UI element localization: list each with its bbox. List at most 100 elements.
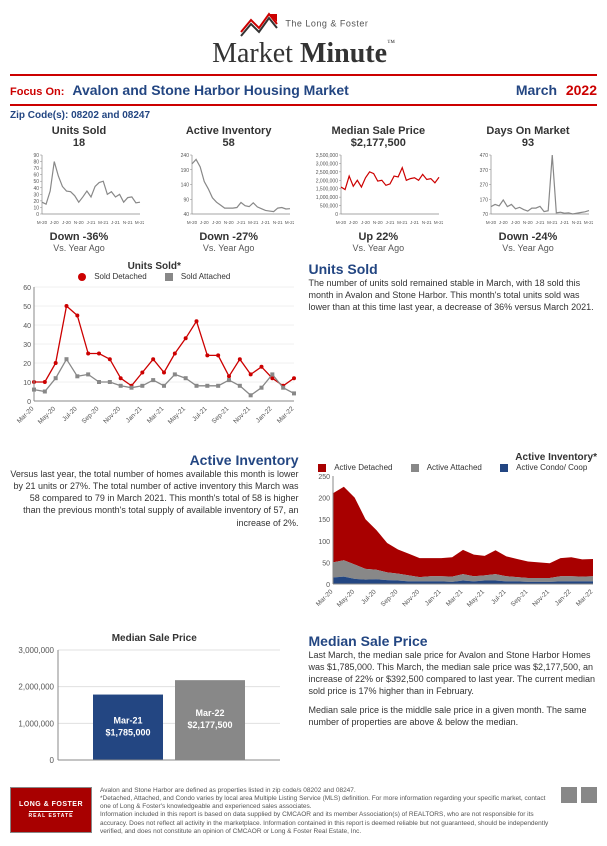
svg-text:2,000,000: 2,000,000 <box>18 683 54 692</box>
svg-text:1,000,000: 1,000,000 <box>316 195 338 201</box>
zip-codes: Zip Code(s): 08202 and 08247 <box>10 110 597 121</box>
svg-text:Jul-20: Jul-20 <box>360 588 378 606</box>
kpi-value: 93 <box>459 137 597 149</box>
section-units-sold: Units Sold* Sold Detached Sold Attached … <box>10 261 597 444</box>
kpi-title: Days On Market <box>459 125 597 137</box>
focus-month: March <box>516 82 557 98</box>
svg-text:M-21: M-21 <box>98 220 109 225</box>
chart-title: Active Inventory* <box>309 452 598 463</box>
svg-text:M-20: M-20 <box>336 220 347 225</box>
spark-units-sold: 0102030405060708090M-20J-20J-20N-20J-21M… <box>14 151 144 226</box>
kpi-title: Units Sold <box>10 125 148 137</box>
kpi-inventory: Active Inventory 58 4090140190240M-20J-2… <box>160 125 298 253</box>
svg-text:Sep-20: Sep-20 <box>379 588 399 608</box>
svg-text:J-20: J-20 <box>200 220 209 225</box>
section-median: Median Sale Price 01,000,0002,000,0003,0… <box>10 633 597 777</box>
median-text-col: Median Sale Price Last March, the median… <box>309 633 598 777</box>
svg-text:50: 50 <box>322 560 330 567</box>
divider-bottom <box>10 104 597 106</box>
svg-text:M-22: M-22 <box>584 220 593 225</box>
units-sold-chart-col: Units Sold* Sold Detached Sold Attached … <box>10 261 299 444</box>
svg-text:M-21: M-21 <box>397 220 408 225</box>
svg-text:J-20: J-20 <box>361 220 370 225</box>
svg-text:J-21: J-21 <box>236 220 245 225</box>
svg-text:N-20: N-20 <box>224 220 234 225</box>
brand-topline: The Long & Foster <box>285 19 368 29</box>
svg-text:250: 250 <box>318 474 330 481</box>
svg-text:1,500,000: 1,500,000 <box>316 187 338 193</box>
svg-text:80: 80 <box>33 160 39 166</box>
svg-text:J-21: J-21 <box>87 220 96 225</box>
svg-text:370: 370 <box>480 168 489 174</box>
svg-text:M-22: M-22 <box>285 220 294 225</box>
kpi-change: Up 22% <box>309 231 447 243</box>
footer-line: *Detached, Attached, and Condo varies by… <box>100 795 553 811</box>
body-text: Versus last year, the total number of ho… <box>10 468 299 529</box>
svg-text:J-21: J-21 <box>560 220 569 225</box>
svg-text:20: 20 <box>33 199 39 205</box>
svg-text:Mar-22: Mar-22 <box>195 708 224 718</box>
svg-text:3,000,000: 3,000,000 <box>18 646 54 655</box>
legend-label: Active Condo/ Coop <box>516 463 587 472</box>
focus-year: 2022 <box>566 82 597 98</box>
svg-text:M-22: M-22 <box>135 220 144 225</box>
focus-row: Focus On: Avalon and Stone Harbor Housin… <box>10 80 597 100</box>
legend-label: Active Detached <box>334 463 392 472</box>
focus-title: Avalon and Stone Harbor Housing Market <box>72 82 515 98</box>
svg-text:M-20: M-20 <box>37 220 48 225</box>
brand-main: Market Minute™ <box>212 38 395 69</box>
svg-text:3,000,000: 3,000,000 <box>316 161 338 167</box>
divider-top <box>10 74 597 76</box>
svg-text:J-20: J-20 <box>212 220 221 225</box>
svg-text:J-20: J-20 <box>50 220 59 225</box>
svg-text:3,500,000: 3,500,000 <box>316 153 338 159</box>
svg-text:40: 40 <box>33 186 39 192</box>
svg-text:J-21: J-21 <box>261 220 270 225</box>
kpi-sub: Vs. Year Ago <box>10 243 148 253</box>
section-heading: Active Inventory <box>10 452 299 468</box>
chart-units-sold: 0102030405060Mar-20May-20Jul-20Sep-20Nov… <box>10 281 300 441</box>
svg-text:M-21: M-21 <box>547 220 558 225</box>
kpi-dom: Days On Market 93 70170270370470M-20J-20… <box>459 125 597 253</box>
svg-text:$1,785,000: $1,785,000 <box>105 727 150 737</box>
svg-text:Sep-21: Sep-21 <box>211 405 231 425</box>
svg-text:M-22: M-22 <box>434 220 443 225</box>
svg-text:M-21: M-21 <box>248 220 259 225</box>
svg-text:70: 70 <box>482 212 488 218</box>
svg-text:90: 90 <box>33 153 39 159</box>
svg-text:2,000,000: 2,000,000 <box>316 178 338 184</box>
body-text: The number of units sold remained stable… <box>309 277 598 313</box>
legend-label: Active Attached <box>427 463 482 472</box>
svg-text:J-20: J-20 <box>511 220 520 225</box>
active-inv-text-col: Active Inventory Versus last year, the t… <box>10 452 299 625</box>
svg-text:10: 10 <box>33 205 39 211</box>
svg-text:J-20: J-20 <box>62 220 71 225</box>
svg-text:N-20: N-20 <box>523 220 533 225</box>
active-inv-legend: Active Detached Active Attached Active C… <box>309 463 598 472</box>
svg-text:Mar-22: Mar-22 <box>574 588 594 608</box>
svg-text:30: 30 <box>23 342 31 349</box>
kpi-value: 58 <box>160 137 298 149</box>
svg-text:190: 190 <box>180 168 189 174</box>
chart-median-sale-price: 01,000,0002,000,0003,000,000Mar-21$1,785… <box>10 644 290 774</box>
longfoster-logo: LONG & FOSTER REAL ESTATE <box>10 787 92 833</box>
brand-tm: ™ <box>387 38 395 47</box>
kpi-change: Down -24% <box>459 231 597 243</box>
svg-text:Mar-21: Mar-21 <box>146 405 166 425</box>
svg-text:0: 0 <box>326 582 330 589</box>
kpi-median-price: Median Sale Price $2,177,500 0500,0001,0… <box>309 125 447 253</box>
legend-label: Sold Attached <box>181 272 230 281</box>
realtor-icon <box>561 787 577 803</box>
kpi-value: $2,177,500 <box>309 137 447 149</box>
footer-line: Information included in this report is b… <box>100 811 553 835</box>
svg-text:J-21: J-21 <box>386 220 395 225</box>
logo-main: LONG & FOSTER <box>19 801 83 810</box>
svg-text:Mar-21: Mar-21 <box>113 715 142 725</box>
svg-text:500,000: 500,000 <box>320 204 338 210</box>
svg-text:N-21: N-21 <box>422 220 432 225</box>
svg-text:May-21: May-21 <box>465 588 486 609</box>
svg-text:2,500,000: 2,500,000 <box>316 170 338 176</box>
brand-header: The Long & Foster Market Minute™ <box>10 10 597 70</box>
footer-line: Avalon and Stone Harbor are defined as p… <box>100 787 553 795</box>
footer-text: Avalon and Stone Harbor are defined as p… <box>100 787 553 836</box>
